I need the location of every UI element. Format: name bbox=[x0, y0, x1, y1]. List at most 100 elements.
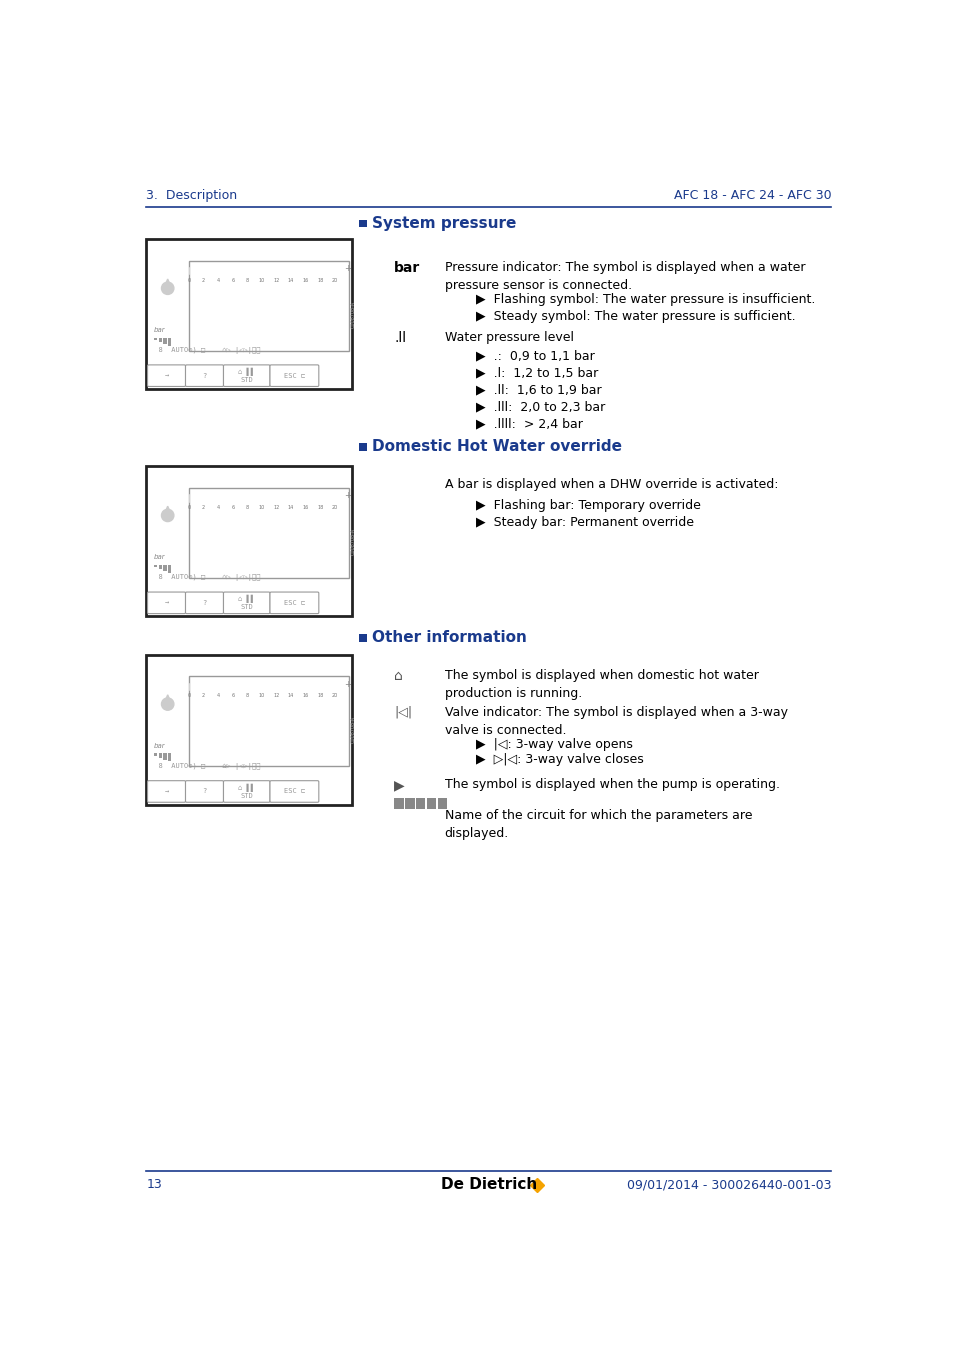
Polygon shape bbox=[164, 279, 172, 289]
Text: 8  AUTO⊙) □    ⌂▷ |◁▷|⬛⬛: 8 AUTO⊙) □ ⌂▷ |◁▷|⬛⬛ bbox=[150, 763, 260, 769]
Text: →: → bbox=[164, 788, 169, 794]
Text: ▶  Steady bar: Permanent override: ▶ Steady bar: Permanent override bbox=[476, 516, 693, 529]
FancyBboxPatch shape bbox=[270, 780, 318, 802]
Bar bbox=[359, 443, 367, 451]
Text: ESC ⊏: ESC ⊏ bbox=[283, 599, 305, 606]
Bar bbox=[189, 261, 349, 351]
Bar bbox=[146, 239, 352, 389]
Text: 10: 10 bbox=[258, 278, 265, 282]
Bar bbox=[189, 261, 349, 274]
Text: ▶  .:  0,9 to 1,1 bar: ▶ .: 0,9 to 1,1 bar bbox=[476, 350, 594, 363]
Text: A bar is displayed when a DHW override is activated:: A bar is displayed when a DHW override i… bbox=[444, 478, 778, 490]
Text: 0: 0 bbox=[187, 505, 191, 510]
Text: 2: 2 bbox=[202, 505, 205, 510]
Bar bbox=[427, 798, 436, 809]
Text: C008708-A: C008708-A bbox=[351, 528, 355, 555]
Text: The symbol is displayed when the pump is operating.: The symbol is displayed when the pump is… bbox=[444, 778, 779, 791]
Text: 4: 4 bbox=[216, 505, 219, 510]
Text: 18: 18 bbox=[316, 278, 323, 282]
Bar bbox=[189, 676, 349, 767]
Text: Name of the circuit for which the parameters are
displayed.: Name of the circuit for which the parame… bbox=[444, 809, 752, 840]
Text: 6: 6 bbox=[231, 694, 234, 698]
Text: bar: bar bbox=[154, 554, 166, 560]
Text: ?: ? bbox=[202, 788, 207, 794]
Text: +: + bbox=[344, 263, 351, 273]
Bar bbox=[168, 564, 171, 572]
Text: 8  AUTO⊙) □    ⌂▷ |◁▷|⬛⬛: 8 AUTO⊙) □ ⌂▷ |◁▷|⬛⬛ bbox=[150, 574, 260, 582]
Circle shape bbox=[161, 698, 173, 710]
Text: 8  AUTO⊙) □    ⌂▷ |◁▷|⬛⬛: 8 AUTO⊙) □ ⌂▷ |◁▷|⬛⬛ bbox=[150, 347, 260, 354]
Text: 2: 2 bbox=[202, 694, 205, 698]
Text: bar: bar bbox=[154, 327, 166, 333]
Bar bbox=[163, 564, 167, 571]
Bar bbox=[189, 487, 349, 502]
Text: ?: ? bbox=[202, 373, 207, 379]
Bar bbox=[154, 338, 157, 340]
FancyBboxPatch shape bbox=[185, 364, 223, 386]
FancyBboxPatch shape bbox=[270, 593, 318, 614]
Text: 13: 13 bbox=[146, 1179, 162, 1191]
FancyBboxPatch shape bbox=[270, 364, 318, 386]
Text: |◁|: |◁| bbox=[394, 706, 412, 718]
Text: 4: 4 bbox=[216, 694, 219, 698]
Bar bbox=[154, 564, 157, 567]
Text: 10: 10 bbox=[258, 694, 265, 698]
Text: ESC ⊏: ESC ⊏ bbox=[283, 788, 305, 794]
Text: 14: 14 bbox=[288, 505, 294, 510]
Text: 18: 18 bbox=[316, 694, 323, 698]
FancyBboxPatch shape bbox=[185, 593, 223, 614]
Text: System pressure: System pressure bbox=[372, 216, 516, 231]
Text: ▶  .lll:  2,0 to 2,3 bar: ▶ .lll: 2,0 to 2,3 bar bbox=[476, 401, 604, 413]
Text: →: → bbox=[164, 599, 169, 606]
Text: 2: 2 bbox=[202, 278, 205, 282]
Text: 16: 16 bbox=[302, 278, 309, 282]
Text: 20: 20 bbox=[332, 278, 337, 282]
Text: ▶  .llll:  > 2,4 bar: ▶ .llll: > 2,4 bar bbox=[476, 417, 582, 431]
Text: Domestic Hot Water override: Domestic Hot Water override bbox=[372, 439, 621, 455]
Text: ▶  .ll:  1,6 to 1,9 bar: ▶ .ll: 1,6 to 1,9 bar bbox=[476, 383, 600, 397]
Bar bbox=[394, 798, 403, 809]
FancyBboxPatch shape bbox=[148, 780, 185, 802]
Bar bbox=[163, 338, 167, 344]
Text: bar: bar bbox=[394, 261, 420, 274]
Bar bbox=[416, 798, 425, 809]
Bar bbox=[158, 753, 162, 757]
Text: 12: 12 bbox=[274, 278, 279, 282]
Text: The symbol is displayed when domestic hot water
production is running.: The symbol is displayed when domestic ho… bbox=[444, 668, 758, 699]
Bar bbox=[154, 753, 157, 756]
Text: 4: 4 bbox=[216, 278, 219, 282]
Text: 6: 6 bbox=[231, 505, 234, 510]
Text: 6: 6 bbox=[231, 278, 234, 282]
Text: ▶  Steady symbol: The water pressure is sufficient.: ▶ Steady symbol: The water pressure is s… bbox=[476, 310, 795, 323]
Text: ?: ? bbox=[202, 599, 207, 606]
Bar bbox=[168, 338, 171, 346]
Text: 0: 0 bbox=[187, 694, 191, 698]
Text: C008708-A: C008708-A bbox=[351, 717, 355, 744]
Text: Water pressure level: Water pressure level bbox=[444, 331, 573, 344]
Text: ⌂ ▌▌
STD: ⌂ ▌▌ STD bbox=[238, 369, 255, 383]
FancyBboxPatch shape bbox=[148, 593, 185, 614]
FancyBboxPatch shape bbox=[223, 593, 270, 614]
FancyBboxPatch shape bbox=[223, 364, 270, 386]
Text: ⌂ ▌▌
STD: ⌂ ▌▌ STD bbox=[238, 595, 255, 610]
Text: 8: 8 bbox=[246, 694, 249, 698]
Polygon shape bbox=[164, 695, 172, 705]
Bar bbox=[189, 676, 349, 690]
Text: 8: 8 bbox=[246, 505, 249, 510]
Text: C008708-A: C008708-A bbox=[351, 301, 355, 328]
Text: Valve indicator: The symbol is displayed when a 3-way
valve is connected.: Valve indicator: The symbol is displayed… bbox=[444, 706, 787, 737]
Bar bbox=[163, 753, 167, 760]
Text: ▶  .l:  1,2 to 1,5 bar: ▶ .l: 1,2 to 1,5 bar bbox=[476, 367, 598, 379]
Text: ▶  |◁: 3-way valve opens: ▶ |◁: 3-way valve opens bbox=[476, 738, 632, 751]
Text: →: → bbox=[164, 373, 169, 379]
Text: 16: 16 bbox=[302, 694, 309, 698]
Circle shape bbox=[161, 509, 173, 521]
Text: Other information: Other information bbox=[372, 630, 526, 645]
Text: bar: bar bbox=[154, 743, 166, 749]
Bar bbox=[189, 487, 349, 578]
Text: 09/01/2014 - 300026440-001-03: 09/01/2014 - 300026440-001-03 bbox=[626, 1179, 831, 1191]
Bar bbox=[405, 798, 415, 809]
Circle shape bbox=[161, 282, 173, 294]
Text: 20: 20 bbox=[332, 505, 337, 510]
Polygon shape bbox=[164, 506, 172, 516]
